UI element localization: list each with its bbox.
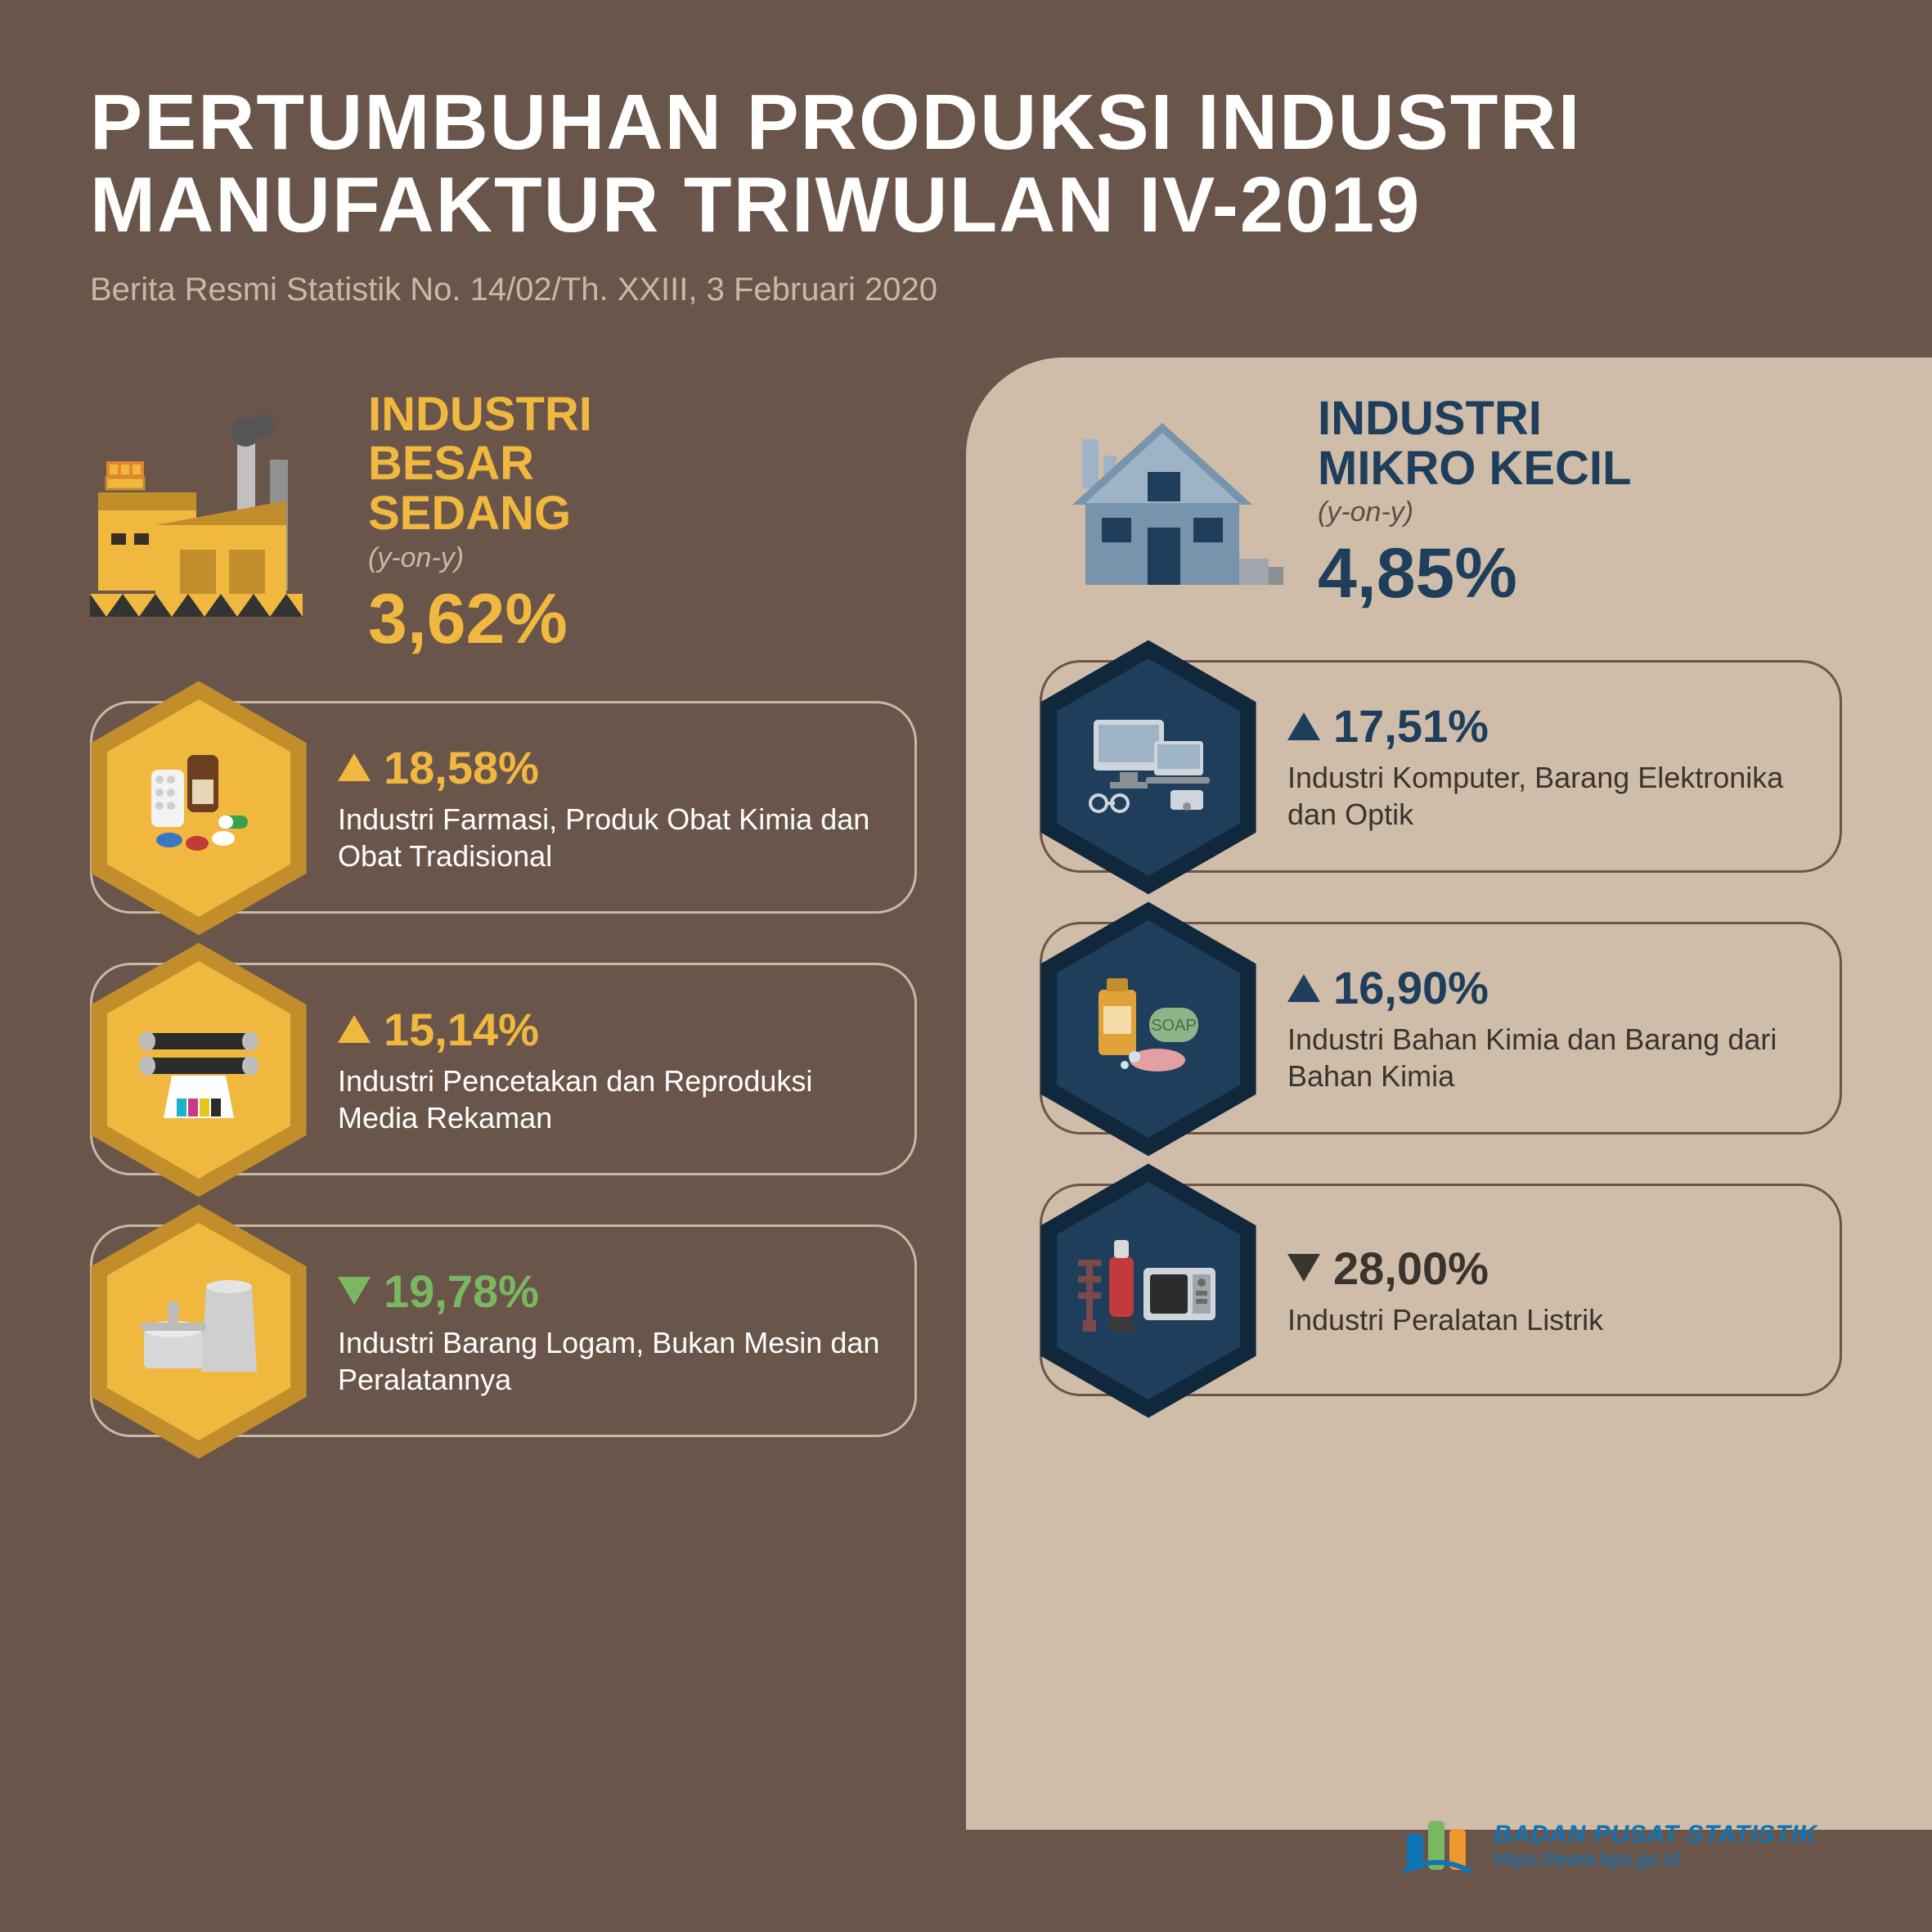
right-column-label: INDUSTRI MIKRO KECIL xyxy=(1318,394,1842,494)
pharmacy-icon xyxy=(133,740,264,875)
hex-badge xyxy=(1034,1159,1263,1421)
stat-item: 18,58% Industri Farmasi, Produk Obat Kimi… xyxy=(90,701,917,914)
item-pct: 28,00% xyxy=(1287,1242,1807,1295)
computer-icon xyxy=(1079,699,1218,833)
item-pct-value: 15,14% xyxy=(384,1003,539,1056)
factory-icon xyxy=(90,411,335,640)
hex-badge xyxy=(84,938,313,1200)
house-icon xyxy=(1040,390,1285,619)
column-right: INDUSTRI MIKRO KECIL (y-on-y) 4,85% 17,5… xyxy=(966,357,1932,1830)
chemical-icon: SOAP xyxy=(1079,960,1218,1095)
right-yoy-label: (y-on-y) xyxy=(1318,496,1842,528)
hex-badge xyxy=(84,1200,313,1462)
item-desc: Industri Komputer, Barang Elektronika da… xyxy=(1287,759,1807,833)
stat-item: 15,14% Industri Pencetakan dan Reproduksi… xyxy=(90,963,917,1175)
arrow-up-icon xyxy=(1287,974,1320,1002)
item-pct-value: 28,00% xyxy=(1333,1242,1489,1295)
header: PERTUMBUHAN PRODUKSI INDUSTRI MANUFAKTUR… xyxy=(0,0,1932,357)
item-desc: Industri Farmasi, Produk Obat Kimia dan … xyxy=(338,801,882,874)
svg-text:SOAP: SOAP xyxy=(1151,1017,1197,1035)
footer-url: https://www.bps.go.id xyxy=(1494,1849,1817,1871)
electrical-icon xyxy=(1075,1222,1222,1357)
hex-badge xyxy=(1034,636,1263,897)
column-left: INDUSTRI BESAR SEDANG (y-on-y) 3,62% 18,… xyxy=(0,357,966,1830)
left-column-label: INDUSTRI BESAR SEDANG xyxy=(368,390,917,540)
bps-logo-icon xyxy=(1400,1809,1474,1883)
item-pct: 19,78% xyxy=(338,1265,882,1318)
stat-item: 17,51% Industri Komputer, Barang Elektron… xyxy=(1040,660,1842,873)
item-pct: 18,58% xyxy=(338,741,882,794)
right-column-header: INDUSTRI MIKRO KECIL (y-on-y) 4,85% xyxy=(966,357,1932,660)
metalware-icon xyxy=(129,1264,268,1399)
item-pct-value: 19,78% xyxy=(384,1265,539,1318)
left-yoy-label: (y-on-y) xyxy=(368,542,917,574)
columns: INDUSTRI BESAR SEDANG (y-on-y) 3,62% 18,… xyxy=(0,357,1932,1830)
stat-item: 28,00% Industri Peralatan Listrik xyxy=(1040,1184,1842,1396)
arrow-down-icon xyxy=(1287,1254,1320,1282)
stat-item: 19,78% Industri Barang Logam, Bukan Mesin… xyxy=(90,1224,917,1437)
item-desc: Industri Barang Logam, Bukan Mesin dan P… xyxy=(338,1324,882,1398)
arrow-down-icon xyxy=(338,1277,371,1305)
item-pct-value: 18,58% xyxy=(384,741,539,794)
item-pct: 16,90% xyxy=(1287,961,1807,1014)
left-headline-pct: 3,62% xyxy=(368,579,917,660)
item-desc: Industri Peralatan Listrik xyxy=(1287,1301,1807,1338)
item-pct-value: 17,51% xyxy=(1333,699,1489,753)
page-title: PERTUMBUHAN PRODUKSI INDUSTRI MANUFAKTUR… xyxy=(90,82,1842,247)
item-pct-value: 16,90% xyxy=(1333,961,1489,1014)
arrow-up-icon xyxy=(1287,712,1320,740)
item-desc: Industri Bahan Kimia dan Barang dari Bah… xyxy=(1287,1021,1807,1094)
item-pct: 15,14% xyxy=(338,1003,882,1056)
hex-badge xyxy=(84,676,313,938)
item-desc: Industri Pencetakan dan Reproduksi Media… xyxy=(338,1063,882,1136)
hex-badge: SOAP xyxy=(1034,897,1263,1159)
right-headline-pct: 4,85% xyxy=(1318,533,1842,614)
arrow-up-icon xyxy=(338,753,371,781)
printing-icon xyxy=(129,1002,268,1137)
footer: BADAN PUSAT STATISTIK https://www.bps.go… xyxy=(1400,1809,1817,1883)
page-subtitle: Berita Resmi Statistik No. 14/02/Th. XXI… xyxy=(90,272,1842,308)
arrow-up-icon xyxy=(338,1015,371,1043)
footer-org: BADAN PUSAT STATISTIK xyxy=(1494,1821,1817,1849)
stat-item: SOAP 16,90% Industri Bahan Kimia dan Baran… xyxy=(1040,922,1842,1134)
left-column-header: INDUSTRI BESAR SEDANG (y-on-y) 3,62% xyxy=(0,357,966,702)
item-pct: 17,51% xyxy=(1287,699,1807,753)
